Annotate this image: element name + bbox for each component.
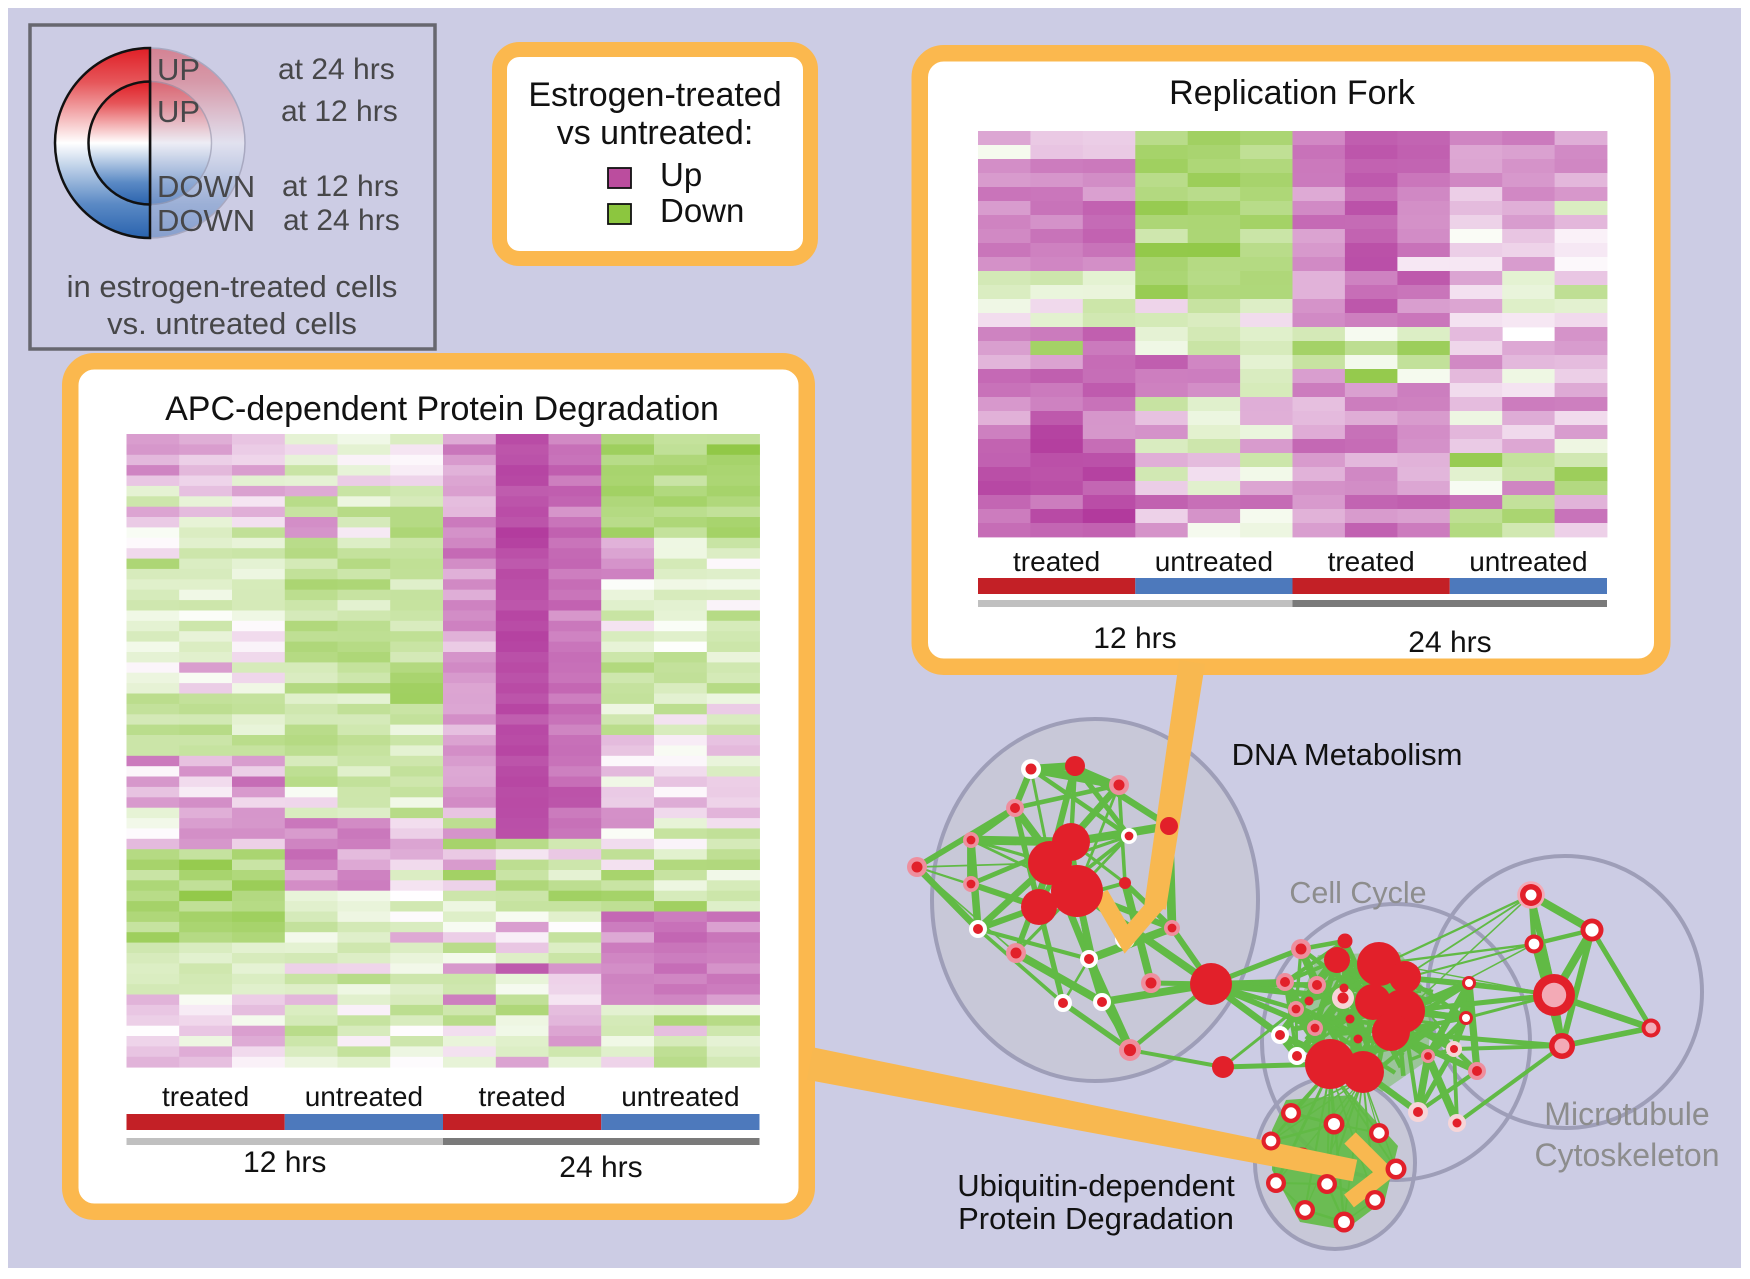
svg-text:Down: Down — [660, 192, 744, 229]
svg-text:vs. untreated cells: vs. untreated cells — [107, 306, 357, 341]
svg-text:untreated: untreated — [1155, 546, 1273, 577]
svg-text:Cytoskeleton: Cytoskeleton — [1535, 1137, 1720, 1173]
svg-text:Estrogen-treated: Estrogen-treated — [528, 76, 781, 114]
svg-text:at 24 hrs: at 24 hrs — [283, 204, 400, 237]
svg-text:treated: treated — [1328, 546, 1415, 577]
svg-text:DOWN: DOWN — [157, 203, 255, 238]
svg-text:untreated: untreated — [621, 1081, 739, 1112]
svg-text:vs untreated:: vs untreated: — [557, 114, 754, 152]
svg-text:12 hrs: 12 hrs — [1093, 622, 1176, 655]
svg-text:treated: treated — [479, 1081, 566, 1112]
svg-text:untreated: untreated — [1469, 546, 1587, 577]
svg-text:24 hrs: 24 hrs — [1408, 626, 1491, 659]
svg-text:UP: UP — [157, 94, 200, 129]
svg-text:DNA Metabolism: DNA Metabolism — [1232, 737, 1463, 772]
svg-text:in estrogen-treated cells: in estrogen-treated cells — [67, 269, 398, 304]
svg-text:DOWN: DOWN — [157, 169, 255, 204]
svg-text:24 hrs: 24 hrs — [559, 1151, 642, 1184]
svg-text:untreated: untreated — [305, 1081, 423, 1112]
svg-text:12 hrs: 12 hrs — [243, 1146, 326, 1179]
svg-text:at 24 hrs: at 24 hrs — [278, 53, 395, 86]
svg-text:UP: UP — [157, 52, 200, 87]
svg-text:Ubiquitin-dependent: Ubiquitin-dependent — [957, 1168, 1235, 1203]
svg-text:Protein Degradation: Protein Degradation — [958, 1201, 1234, 1236]
svg-text:treated: treated — [1013, 546, 1100, 577]
svg-text:Cell Cycle: Cell Cycle — [1289, 876, 1426, 910]
svg-text:Microtubule: Microtubule — [1544, 1096, 1709, 1132]
svg-text:APC-dependent Protein Degradat: APC-dependent Protein Degradation — [165, 390, 719, 428]
svg-text:Up: Up — [660, 156, 702, 193]
svg-text:at 12 hrs: at 12 hrs — [282, 170, 399, 203]
svg-text:Replication Fork: Replication Fork — [1169, 74, 1416, 112]
svg-text:at 12 hrs: at 12 hrs — [281, 95, 398, 128]
svg-text:treated: treated — [162, 1081, 249, 1112]
